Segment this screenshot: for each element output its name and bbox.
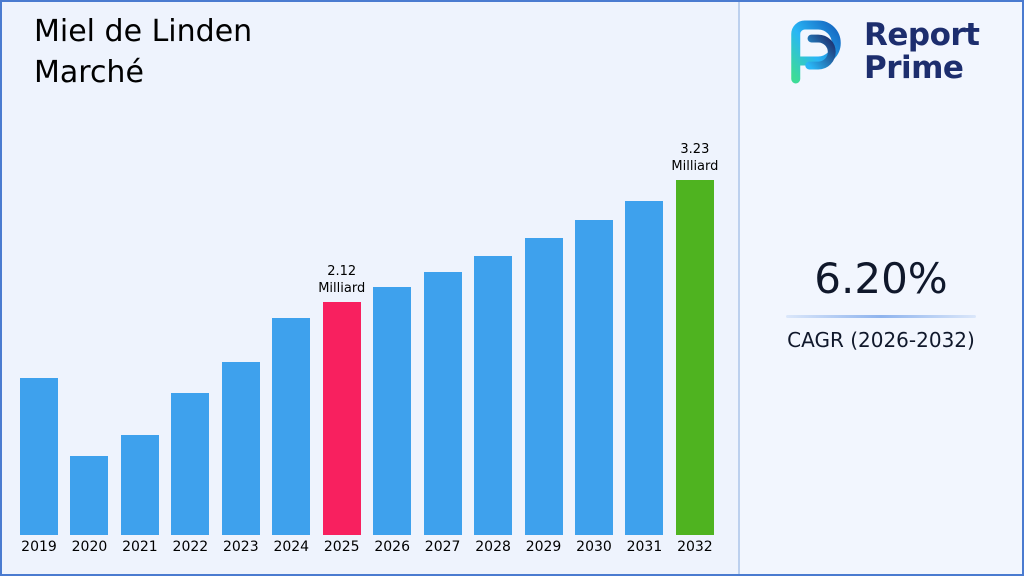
bar-2025 bbox=[322, 302, 361, 535]
bar-2031 bbox=[625, 201, 664, 535]
bar-group: 2027 bbox=[420, 272, 466, 557]
annotation-value: 3.23 bbox=[680, 142, 710, 158]
bar-group: 2022 bbox=[167, 393, 213, 557]
right-panel: Report Prime 6.20% CAGR (2026-2032) bbox=[740, 2, 1022, 574]
x-tick-label: 2030 bbox=[576, 539, 612, 555]
bar-2032 bbox=[675, 180, 714, 535]
bar-group: 2020 bbox=[66, 456, 112, 557]
annotation-unit: Milliard bbox=[318, 281, 366, 297]
x-tick-label: 2027 bbox=[424, 539, 461, 555]
bar-2028 bbox=[474, 256, 513, 535]
bar-2027 bbox=[423, 272, 462, 535]
x-tick-label: 2022 bbox=[172, 539, 209, 555]
bar-group: 2023 bbox=[218, 362, 264, 557]
x-tick-label: 2026 bbox=[374, 539, 410, 555]
x-tick-label: 2029 bbox=[525, 539, 562, 555]
brand-name-line2: Prime bbox=[864, 50, 964, 86]
bar-group: 2031 bbox=[621, 201, 667, 557]
panel-divider bbox=[738, 2, 740, 574]
bar-value-label: 2.12 Milliard bbox=[318, 264, 365, 298]
bar-chart: 2019 2020 2021 2022 2023 2024 2.12 Milliard 2025… bbox=[16, 142, 718, 557]
x-tick-label: 2025 bbox=[323, 539, 360, 555]
x-tick-label: 2023 bbox=[222, 539, 259, 555]
bar-2026 bbox=[373, 287, 412, 535]
x-tick-label: 2024 bbox=[273, 539, 310, 555]
bar-2030 bbox=[574, 220, 613, 535]
bar-group: 2028 bbox=[470, 256, 516, 557]
bar-group: 2030 bbox=[571, 220, 617, 557]
cagr-block: 6.20% CAGR (2026-2032) bbox=[740, 254, 1022, 352]
bar-group: 2029 bbox=[521, 238, 567, 557]
page-title-line2: Marché bbox=[34, 54, 144, 90]
cagr-underline bbox=[786, 315, 976, 318]
x-tick-label: 2020 bbox=[71, 539, 108, 555]
report-prime-logo-icon bbox=[791, 20, 841, 84]
bar-group: 2019 bbox=[16, 378, 62, 557]
x-tick-label: 2028 bbox=[475, 539, 511, 555]
bar-group: 2024 bbox=[268, 318, 314, 557]
brand-logo: Report Prime bbox=[780, 16, 980, 88]
cagr-label: CAGR (2026-2032) bbox=[787, 328, 975, 352]
bar-2029 bbox=[524, 238, 563, 535]
bar-2022 bbox=[171, 393, 210, 535]
bar-group: 3.23 Milliard 2032 bbox=[671, 142, 718, 557]
bar-group: 2026 bbox=[369, 287, 415, 557]
page-title: Miel de Linden Marché bbox=[34, 12, 252, 93]
x-tick-label: 2021 bbox=[122, 539, 158, 555]
bar-2021 bbox=[120, 435, 159, 535]
annotation-unit: Milliard bbox=[671, 159, 719, 175]
brand-name: Report Prime bbox=[864, 16, 980, 86]
x-tick-label: 2032 bbox=[677, 539, 713, 555]
x-tick-label: 2019 bbox=[21, 539, 57, 555]
x-tick-label: 2031 bbox=[626, 539, 663, 555]
page-title-line1: Miel de Linden bbox=[34, 14, 253, 49]
bar-group: 2021 bbox=[117, 435, 163, 557]
cagr-value: 6.20% bbox=[814, 254, 948, 303]
bar-2023 bbox=[221, 362, 260, 535]
bar-2024 bbox=[272, 318, 311, 535]
bar-2020 bbox=[70, 456, 109, 535]
bar-value-label: 3.23 Milliard bbox=[671, 142, 718, 176]
annotation-value: 2.12 bbox=[327, 264, 357, 280]
bar-2019 bbox=[20, 378, 58, 535]
bar-group: 2.12 Milliard 2025 bbox=[318, 264, 365, 557]
brand-name-line1: Report bbox=[864, 16, 980, 53]
